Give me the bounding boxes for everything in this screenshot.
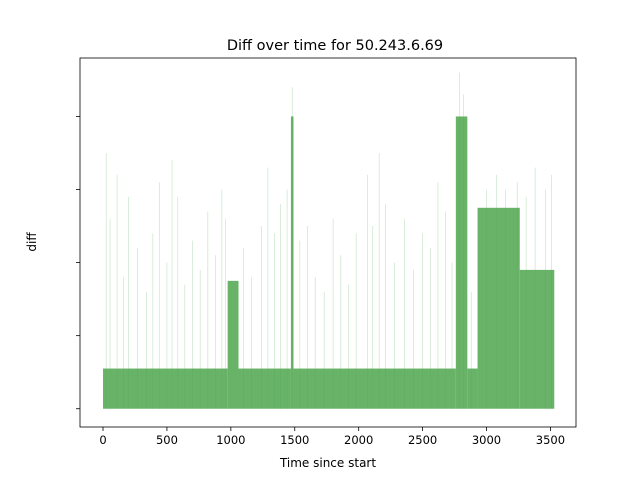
segment-1 [227,280,239,409]
segment-8 [519,269,555,409]
plot-area [103,72,555,409]
x-tick-label-5: 2500 [408,433,437,447]
segment-2 [238,368,291,409]
chart-title: Diff over time for 50.243.6.69 [227,38,443,54]
axes-frame [79,57,577,428]
x-tick-label-1: 500 [156,433,178,447]
x-tick-label-2: 1000 [216,433,245,447]
segment-4 [293,368,456,409]
segment-5 [455,116,468,409]
x-tick-label-3: 1500 [280,433,309,447]
segment-0 [103,368,228,409]
segment-7 [477,207,520,409]
y-axis-label: diff [25,232,39,252]
x-tick-label-7: 3500 [536,433,565,447]
x-axis: 0 500 1000 1500 2000 2500 3000 3500 [99,427,565,447]
x-tick-label-4: 2000 [344,433,373,447]
x-tick-label-0: 0 [99,433,106,447]
x-tick-label-6: 3000 [472,433,501,447]
y-axis [76,116,80,410]
segment-6 [467,368,478,409]
x-axis-label: Time since start [279,456,376,470]
segment-3 [290,116,294,409]
